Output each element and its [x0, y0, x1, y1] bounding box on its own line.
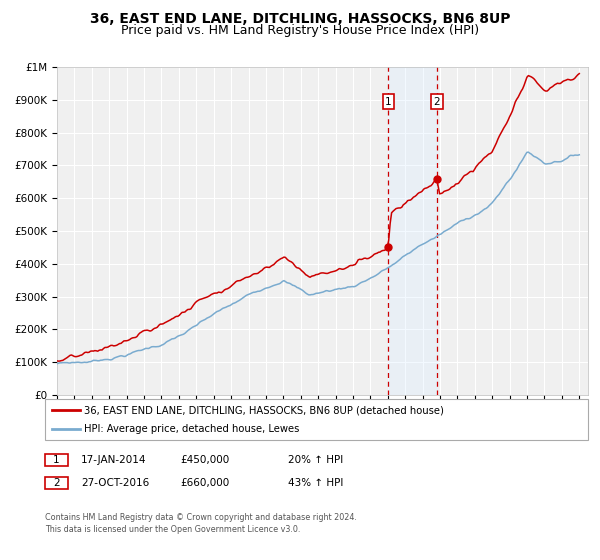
Text: This data is licensed under the Open Government Licence v3.0.: This data is licensed under the Open Gov…: [45, 525, 301, 534]
Text: 43% ↑ HPI: 43% ↑ HPI: [288, 478, 343, 488]
Text: Contains HM Land Registry data © Crown copyright and database right 2024.: Contains HM Land Registry data © Crown c…: [45, 514, 357, 522]
Text: 2: 2: [53, 478, 60, 488]
Text: 27-OCT-2016: 27-OCT-2016: [81, 478, 149, 488]
Text: 1: 1: [53, 455, 60, 465]
Text: 17-JAN-2014: 17-JAN-2014: [81, 455, 146, 465]
Text: 36, EAST END LANE, DITCHLING, HASSOCKS, BN6 8UP: 36, EAST END LANE, DITCHLING, HASSOCKS, …: [90, 12, 510, 26]
Text: Price paid vs. HM Land Registry's House Price Index (HPI): Price paid vs. HM Land Registry's House …: [121, 24, 479, 36]
Text: 2: 2: [434, 96, 440, 106]
Text: 1: 1: [385, 96, 392, 106]
Text: 20% ↑ HPI: 20% ↑ HPI: [288, 455, 343, 465]
Text: 36, EAST END LANE, DITCHLING, HASSOCKS, BN6 8UP (detached house): 36, EAST END LANE, DITCHLING, HASSOCKS, …: [84, 405, 444, 415]
Text: £450,000: £450,000: [180, 455, 229, 465]
Text: HPI: Average price, detached house, Lewes: HPI: Average price, detached house, Lewe…: [84, 424, 299, 433]
Text: £660,000: £660,000: [180, 478, 229, 488]
Bar: [388, 67, 437, 395]
